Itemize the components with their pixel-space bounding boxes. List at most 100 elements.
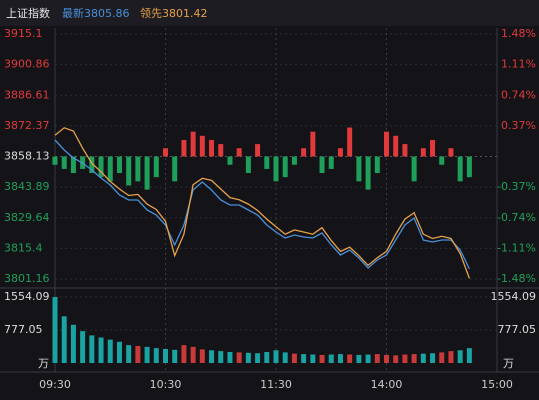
y2-tick-label: 0.37%: [501, 119, 536, 132]
breadth-bar: [347, 127, 353, 157]
breadth-bar: [199, 135, 205, 157]
volume-bar: [70, 324, 76, 363]
breadth-bar: [356, 156, 362, 182]
breadth-bar: [384, 131, 389, 157]
breadth-bar: [107, 156, 113, 182]
y-tick-label: 3843.89: [4, 180, 50, 193]
volume-bar: [282, 352, 288, 363]
volume-bar: [420, 353, 426, 363]
volume-bar: [144, 346, 150, 363]
volume-bar: [218, 351, 224, 363]
volume-bar: [411, 354, 417, 363]
breadth-bar: [89, 156, 95, 174]
y-tick-label: 3886.61: [4, 88, 50, 101]
volume-tick-label-right: 777.05: [498, 323, 537, 336]
breadth-bar: [291, 156, 297, 165]
volume-bar: [181, 345, 187, 363]
price-line: [54, 127, 471, 279]
volume-bar: [365, 354, 371, 363]
breadth-bar: [52, 156, 58, 165]
volume-tick-label-right: 1554.09: [491, 290, 537, 303]
volume-bar: [301, 354, 307, 363]
volume-bar: [172, 349, 178, 363]
volume-bar: [384, 354, 389, 363]
header-bar: [0, 0, 539, 26]
y2-tick-label: -1.11%: [497, 241, 536, 254]
breadth-bar: [255, 144, 261, 157]
volume-bar: [255, 353, 261, 363]
y2-tick-label: 1.48%: [501, 27, 536, 40]
y-tick-label: 3815.4: [4, 241, 43, 254]
y-tick-label: 3801.16: [4, 272, 50, 285]
volume-bar: [319, 354, 325, 363]
breadth-bar: [172, 156, 178, 182]
volume-bar: [209, 350, 215, 363]
breadth-bar: [411, 156, 417, 182]
breadth-bar: [181, 139, 187, 157]
y2-tick-label: -1.48%: [497, 272, 536, 285]
volume-bar: [310, 354, 316, 363]
volume-bar: [107, 339, 113, 363]
y2-tick-label: 1.11%: [501, 58, 536, 71]
breadth-bar: [439, 156, 445, 165]
volume-bar: [80, 331, 86, 363]
volume-bar: [448, 351, 454, 363]
volume-bar: [52, 297, 58, 363]
y2-tick-label: 0.74%: [501, 88, 536, 101]
breadth-bar: [273, 156, 279, 182]
breadth-bar: [310, 131, 316, 157]
y-tick-label: 3858.13: [4, 150, 50, 163]
latest-price: 最新3805.86: [62, 6, 130, 20]
volume-bar: [264, 351, 270, 363]
breadth-bar: [301, 148, 307, 157]
volume-bar: [163, 348, 168, 363]
volume-bar: [98, 337, 104, 363]
volume-bar: [291, 353, 297, 363]
breadth-bar: [144, 156, 150, 190]
volume-bar: [273, 350, 279, 363]
volume-unit: 万: [38, 357, 49, 370]
volume-bar: [374, 354, 380, 363]
x-tick-label: 10:30: [150, 378, 182, 391]
volume-bar: [89, 335, 95, 363]
breadth-bar: [70, 156, 76, 174]
volume-bar: [190, 346, 196, 363]
y-tick-label: 3829.64: [4, 211, 50, 224]
breadth-bar: [190, 131, 196, 157]
volume-bar: [466, 348, 472, 363]
breadth-bar: [236, 148, 242, 157]
breadth-bar: [126, 156, 132, 186]
breadth-bar: [116, 156, 122, 174]
breadth-bar: [163, 148, 168, 157]
breadth-bar: [245, 156, 251, 174]
x-tick-label: 15:00: [481, 378, 513, 391]
breadth-bar: [430, 139, 436, 157]
volume-bar: [116, 341, 122, 363]
y-tick-label: 3915.1: [4, 27, 43, 40]
volume-bar: [328, 354, 334, 363]
leading-price: 领先3801.42: [140, 7, 208, 20]
volume-bar: [245, 352, 251, 363]
volume-bar: [347, 354, 353, 363]
volume-bar: [199, 349, 205, 363]
breadth-bar: [420, 148, 426, 157]
y-tick-label: 3900.86: [4, 58, 50, 71]
volume-bar: [439, 352, 445, 363]
price-line: [54, 139, 470, 270]
breadth-bar: [328, 156, 334, 169]
volume-tick-label: 777.05: [4, 323, 43, 336]
x-tick-label: 14:00: [371, 378, 403, 391]
breadth-bar: [457, 156, 463, 182]
breadth-bar: [466, 156, 472, 178]
breadth-bar: [264, 156, 270, 169]
breadth-bar: [402, 144, 408, 157]
breadth-bar: [337, 148, 343, 157]
y-tick-label: 3872.37: [4, 119, 50, 132]
volume-bar: [393, 355, 399, 363]
volume-tick-label: 1554.09: [4, 290, 50, 303]
breadth-bar: [448, 148, 454, 157]
volume-unit-right: 万: [503, 357, 514, 370]
volume-bar: [61, 316, 67, 363]
